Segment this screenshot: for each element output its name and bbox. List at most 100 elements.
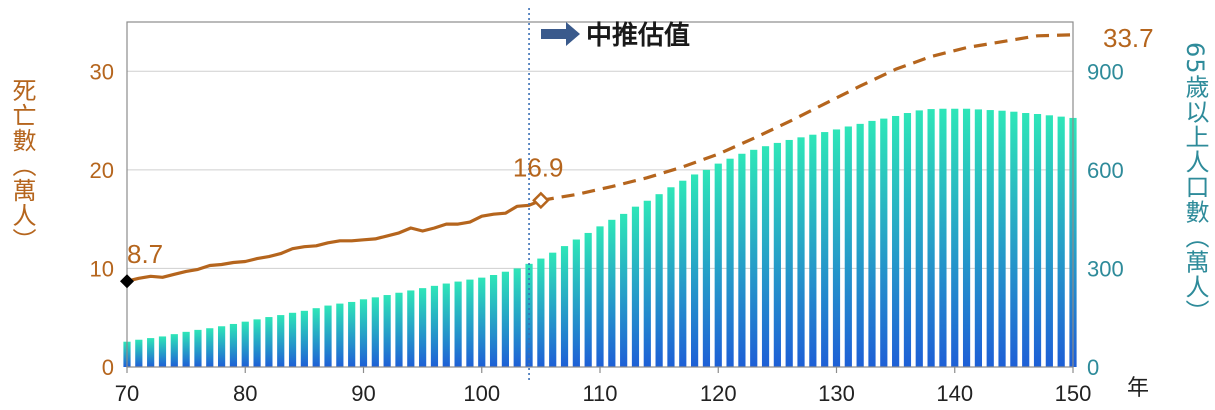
pop65-bar [348, 301, 356, 367]
right-tick-label: 600 [1087, 158, 1124, 183]
pop65-bar [277, 315, 285, 367]
pop65-bar [797, 137, 805, 367]
left-tick-label: 30 [90, 59, 114, 84]
annotations: 8.7 16.9 33.7 [127, 23, 1154, 269]
pop65-bar [525, 263, 533, 367]
right-tick-label: 900 [1087, 59, 1124, 84]
pop65-bar [1010, 111, 1018, 367]
pop65-bar [560, 246, 569, 367]
x-tick-label: 100 [463, 381, 500, 406]
x-tick-label: 90 [351, 381, 375, 406]
value-annotation: 16.9 [513, 152, 564, 182]
x-axis-unit-label: 年 [1127, 375, 1149, 400]
pop65-bar [750, 149, 758, 367]
x-tick-label: 110 [582, 381, 617, 406]
pop65-bar [549, 252, 557, 367]
pop65-bar [974, 109, 982, 368]
pop65-bar [442, 283, 450, 367]
pop65-bar [608, 219, 616, 367]
pop65-bar [667, 187, 675, 367]
pop65-bar [903, 113, 912, 367]
pop65-bar [1045, 115, 1053, 367]
pop65-bar [265, 317, 273, 367]
pop65-bar [383, 295, 391, 367]
pop65-bar [147, 338, 155, 367]
pop65-bar [1022, 113, 1030, 367]
left-tick-label: 20 [90, 158, 114, 183]
pop65-bar [620, 213, 628, 367]
value-annotation: 33.7 [1103, 23, 1154, 53]
pop65-bar [371, 297, 379, 367]
start-marker [120, 274, 134, 289]
x-tick-label: 140 [936, 381, 973, 406]
left-axis-ticks: 0 10 20 30 [90, 59, 114, 380]
right-axis-ticks: 0 300 600 900 [1087, 59, 1124, 380]
pop65-bar [998, 110, 1006, 368]
pop65-bar [856, 123, 864, 367]
x-axis-ticks: 70 80 90 100 110 120 130 140 150 [115, 367, 1092, 406]
pop65-bar [1033, 114, 1042, 367]
pop65-bar [572, 239, 580, 367]
pop65-bar [300, 310, 308, 367]
pop65-bar [430, 285, 439, 367]
pop65-bar [691, 174, 699, 367]
pop65-bar [359, 299, 368, 367]
left-axis-label: 死亡數（萬人） [8, 78, 36, 253]
pop65-bar [336, 303, 344, 367]
pop65-bar [785, 139, 793, 367]
pop65-bar [927, 109, 935, 367]
pop65-bar [1057, 116, 1065, 367]
markers [120, 191, 550, 289]
pop65-bar [880, 118, 888, 367]
pop65-bar [312, 308, 320, 367]
deaths-lines [126, 33, 1074, 283]
pop65-bar [158, 336, 167, 367]
pop65-bar [809, 134, 817, 367]
pop65-bar [951, 108, 959, 368]
pop65-bar [726, 158, 734, 367]
pop65-bar [182, 331, 190, 367]
pop65-bar [537, 258, 545, 367]
pop65-bar [679, 180, 687, 367]
x-tick-label: 70 [115, 381, 139, 406]
pop65-bar [761, 146, 770, 367]
pop65-bar [714, 163, 722, 367]
pop65-bar [489, 275, 498, 367]
pop65-bar [915, 110, 923, 367]
x-tick-label: 120 [700, 381, 737, 406]
projection-start-marker [532, 191, 550, 210]
pop65-bar [939, 108, 947, 368]
pop65-bar [395, 292, 403, 367]
pop65-bar [773, 142, 781, 367]
pop65-bar [844, 126, 852, 368]
pop65-bar [631, 206, 640, 367]
pop65-bar [478, 277, 486, 367]
pop65-bar [194, 329, 202, 367]
pop65-bar [419, 288, 427, 367]
pop65-bar [868, 120, 876, 368]
pop65-bar [643, 200, 651, 367]
pop65-bar [738, 153, 746, 367]
pop65-bar [253, 319, 261, 367]
pop65-bar [206, 328, 214, 367]
pop65-bar [135, 339, 143, 367]
right-tick-label: 0 [1087, 355, 1099, 380]
pop65-bar [501, 271, 509, 367]
x-tick-label: 130 [818, 381, 855, 406]
pop65-bar [454, 281, 462, 367]
pop65-bar [241, 321, 249, 367]
pop65-bar [702, 169, 711, 367]
x-tick-label: 150 [1055, 381, 1092, 406]
pop65-bar [986, 110, 994, 367]
pop65-bar [892, 115, 900, 367]
projection-legend: 中推估值 [541, 21, 690, 51]
pop65-bars [123, 108, 1077, 368]
pop65-bar [513, 268, 521, 367]
right-axis-label: 65歲以上人口數（萬人） [1181, 42, 1209, 325]
pop65-bar [821, 132, 829, 367]
left-tick-label: 0 [102, 355, 114, 380]
x-tick-label: 80 [233, 381, 257, 406]
pop65-bar [655, 194, 663, 367]
pop65-bar [596, 226, 604, 367]
